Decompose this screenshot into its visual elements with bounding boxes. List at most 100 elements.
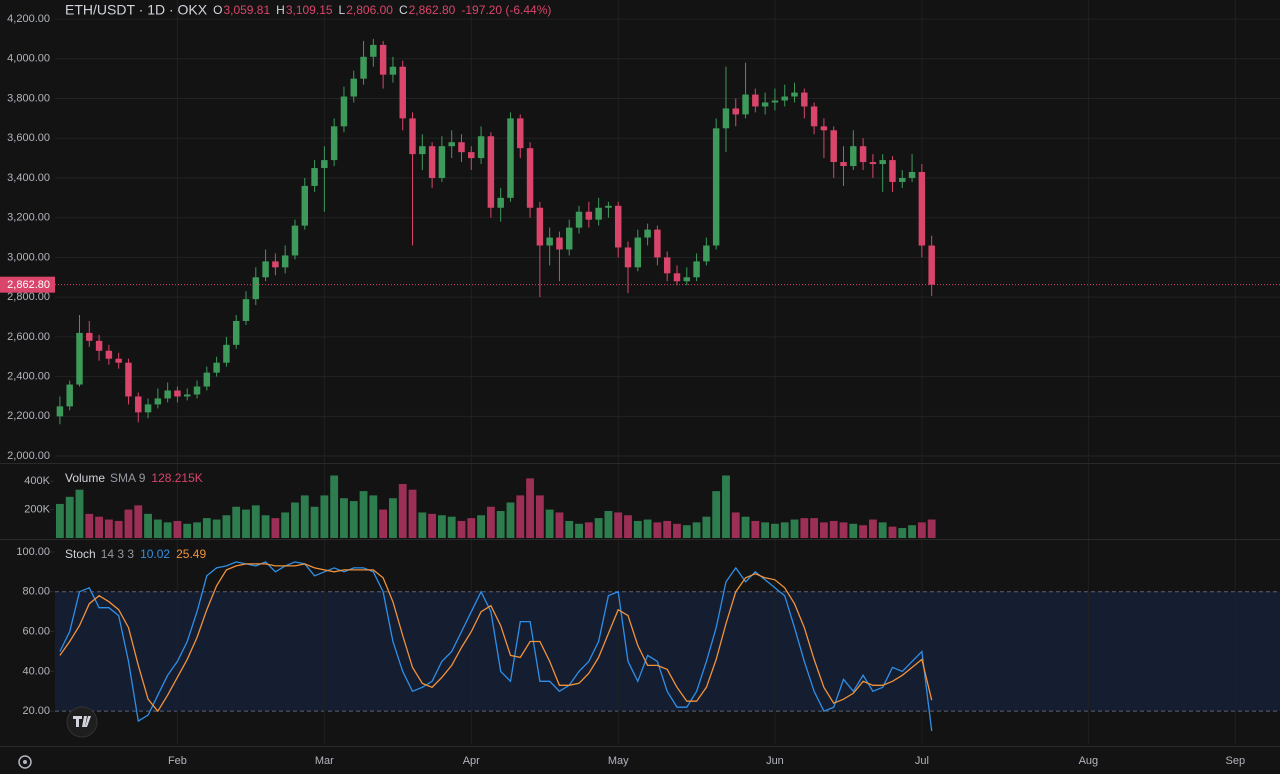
candle-body bbox=[918, 172, 926, 246]
candle-body bbox=[556, 237, 563, 250]
candle-body bbox=[605, 205, 612, 208]
volume-bar bbox=[898, 528, 907, 538]
volume-bar bbox=[408, 489, 417, 538]
x-tick-label: Aug bbox=[1079, 755, 1099, 767]
candle-body bbox=[242, 299, 250, 321]
volume-bar bbox=[418, 512, 427, 538]
candle-body bbox=[174, 390, 181, 397]
volume-bar bbox=[85, 513, 94, 538]
volume-bar bbox=[163, 522, 172, 538]
volume-bar bbox=[555, 512, 564, 538]
volume-bar bbox=[575, 523, 583, 538]
volume-bar bbox=[653, 522, 662, 538]
candle-body bbox=[125, 362, 132, 397]
under-layer bbox=[50, 0, 1280, 745]
x-tick-label: Apr bbox=[463, 755, 480, 767]
settings-button[interactable] bbox=[18, 755, 32, 769]
stoch-line bbox=[59, 561, 933, 732]
volume-bar bbox=[859, 525, 868, 538]
volume-bar bbox=[692, 522, 701, 538]
y-tick-label: 3,000.00 bbox=[7, 251, 50, 263]
last-price-label: 2,862.80 bbox=[7, 279, 50, 291]
x-tick-label: Mar bbox=[315, 755, 334, 767]
y-tick-label: 3,600.00 bbox=[7, 132, 50, 144]
candle-body bbox=[399, 66, 406, 119]
volume-bar bbox=[810, 518, 819, 538]
volume-bar bbox=[398, 484, 407, 538]
y-tick-label: 3,400.00 bbox=[7, 172, 50, 184]
volume-bar bbox=[545, 509, 554, 538]
volume-bar bbox=[584, 522, 593, 538]
volume-bar bbox=[682, 525, 691, 538]
price-change: -197.20 (-6.44%) bbox=[461, 3, 551, 17]
volume-bar bbox=[193, 522, 201, 538]
candle-body bbox=[223, 344, 230, 363]
candle-body bbox=[908, 172, 916, 178]
candle-body bbox=[262, 261, 269, 278]
candle-body bbox=[644, 229, 651, 238]
volume-bar bbox=[888, 526, 897, 538]
x-tick-label: Jul bbox=[915, 755, 929, 767]
volume-bar bbox=[104, 519, 113, 538]
candle-body bbox=[673, 273, 681, 282]
candle-body bbox=[340, 96, 348, 127]
candle-body bbox=[321, 160, 328, 169]
volume-bar bbox=[839, 522, 848, 538]
volume-title: Volume bbox=[65, 471, 105, 485]
volume-bar bbox=[261, 515, 270, 538]
volume-bar bbox=[614, 512, 623, 538]
volume-bar bbox=[134, 505, 143, 538]
volume-bar bbox=[281, 512, 290, 538]
y-tick-label: 2,600.00 bbox=[7, 331, 50, 343]
volume-bar bbox=[741, 516, 750, 538]
volume-bar bbox=[878, 522, 887, 538]
volume-bar bbox=[731, 512, 740, 538]
volume-bar bbox=[496, 511, 505, 538]
settings-icon-dot bbox=[23, 760, 27, 764]
volume-bar bbox=[75, 489, 84, 538]
candle-body bbox=[526, 148, 534, 208]
volume-bar bbox=[222, 515, 231, 538]
volume-bar bbox=[428, 513, 437, 538]
y-tick-label: 4,200.00 bbox=[7, 13, 50, 25]
volume-bar bbox=[340, 498, 348, 538]
y-tick-label: 2,000.00 bbox=[7, 450, 50, 462]
volume-bar bbox=[359, 491, 368, 538]
volume-bar bbox=[722, 475, 730, 538]
candle-body bbox=[281, 255, 289, 268]
volume-bar bbox=[65, 496, 74, 538]
candle-body bbox=[624, 247, 632, 268]
volume-bar bbox=[477, 515, 486, 538]
y-tick-label: 4,000.00 bbox=[7, 53, 50, 65]
settings-icon bbox=[18, 755, 32, 769]
candle-body bbox=[154, 398, 162, 405]
volume-bar bbox=[310, 506, 319, 538]
candle-body bbox=[370, 44, 377, 57]
volume-indicator: SMA 9 bbox=[110, 471, 146, 485]
volume-bar bbox=[95, 516, 103, 538]
volume-bar bbox=[849, 523, 858, 538]
candle-body bbox=[771, 100, 779, 103]
volume-bar bbox=[251, 505, 260, 538]
volume-bar bbox=[379, 509, 388, 538]
volume-bar bbox=[183, 523, 192, 538]
volume-bar bbox=[712, 491, 721, 538]
candle-body bbox=[566, 227, 573, 250]
y-tick-label: 3,200.00 bbox=[7, 212, 50, 224]
candle-body bbox=[468, 152, 475, 159]
tradingview-logo[interactable] bbox=[66, 706, 98, 738]
volume-bar bbox=[535, 495, 544, 538]
y-tick-label: 200K bbox=[24, 504, 50, 516]
volume-bar bbox=[771, 523, 779, 538]
candle-body bbox=[663, 257, 671, 274]
candle-body bbox=[654, 229, 661, 258]
chart-title: ETH/USDT · 1D · OKX bbox=[65, 2, 208, 18]
candle-body bbox=[801, 92, 808, 107]
candle-body bbox=[889, 160, 896, 182]
candle-body bbox=[497, 197, 504, 208]
candle-body bbox=[634, 237, 642, 268]
ohlc-value: 3,109.15 bbox=[286, 3, 333, 17]
volume-bar bbox=[868, 519, 877, 538]
candle-body bbox=[203, 372, 211, 387]
candle-body bbox=[722, 108, 730, 129]
